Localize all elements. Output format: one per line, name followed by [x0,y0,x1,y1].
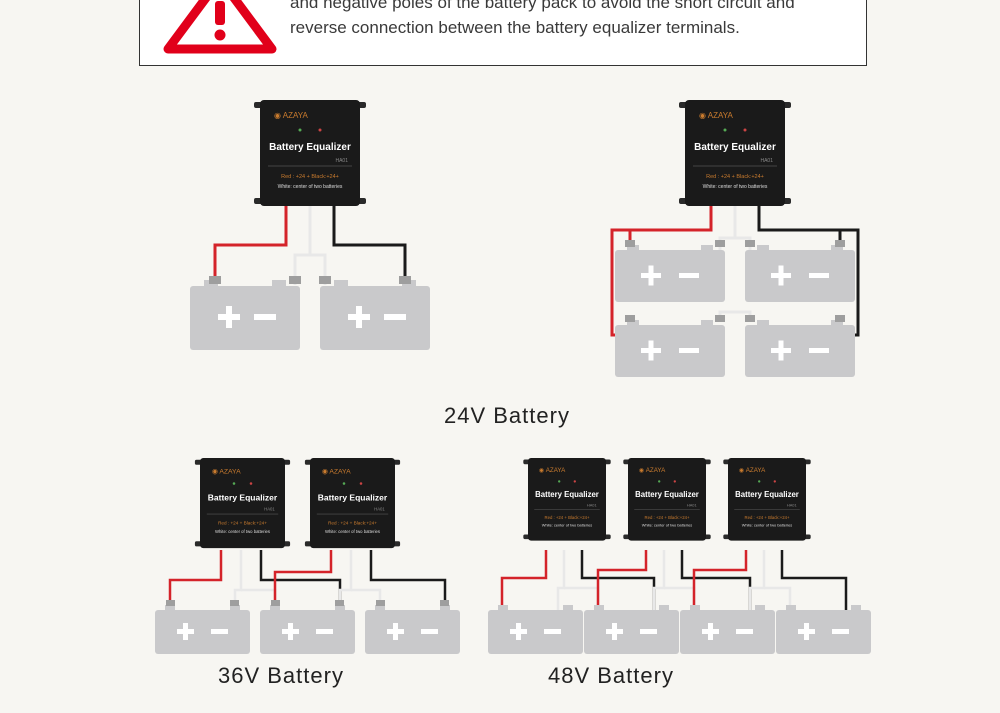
diagram-48v [480,450,880,660]
diagram-36v [145,450,475,660]
label-48v: 48V Battery [548,663,674,689]
diagram-24v-4bat [600,90,870,390]
diagram-24v-2bat [185,90,435,365]
warning-text: and negative poles of the battery pack t… [280,0,846,41]
label-36v: 36V Battery [218,663,344,689]
warning-box: and negative poles of the battery pack t… [139,0,867,66]
warning-icon [160,0,280,55]
label-24v: 24V Battery [444,403,570,429]
